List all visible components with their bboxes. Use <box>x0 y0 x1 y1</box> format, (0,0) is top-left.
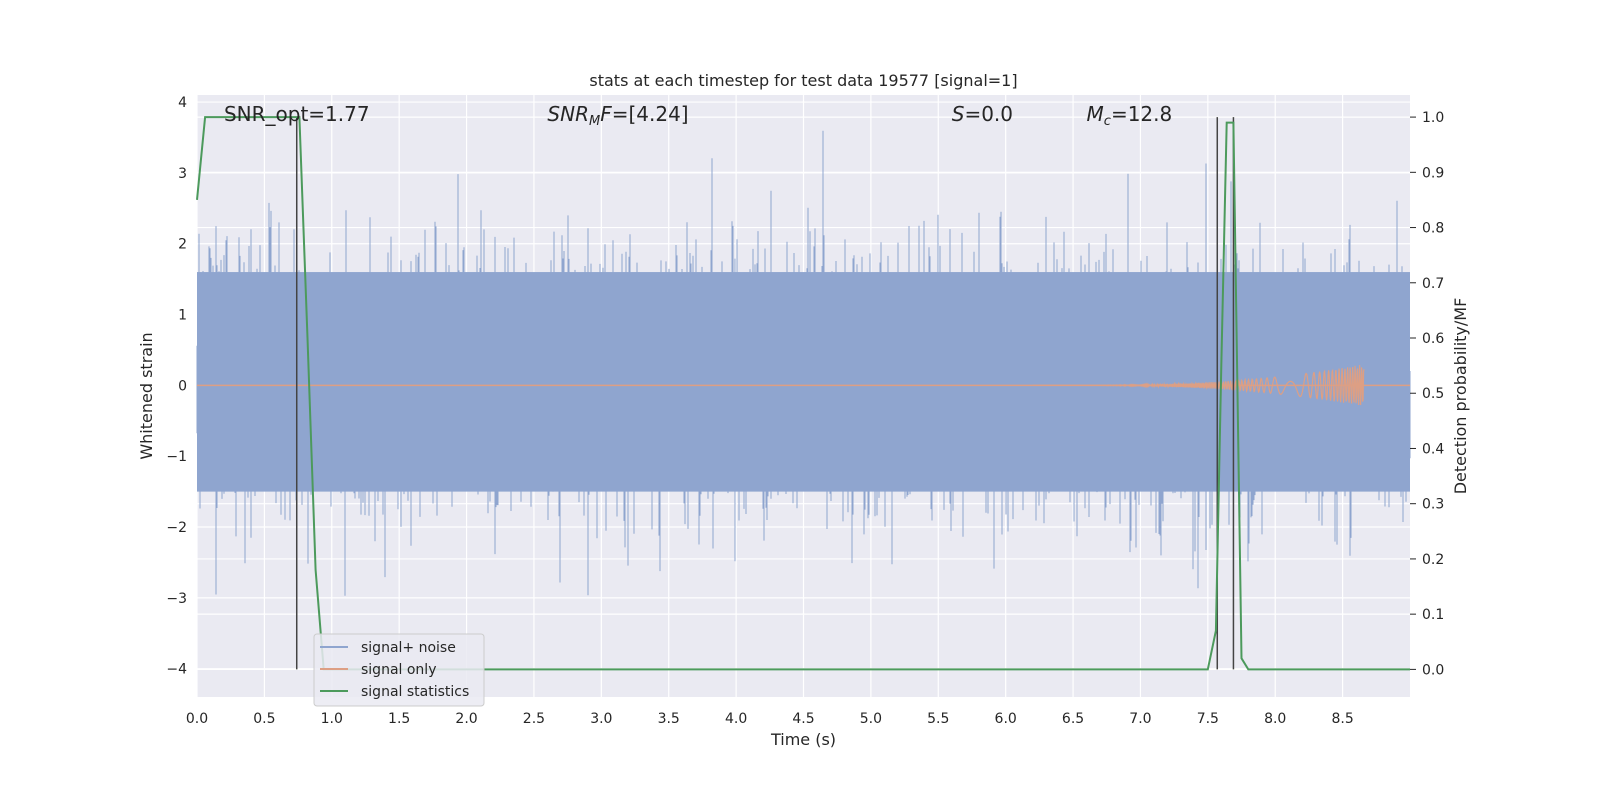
y-axis-left-ticks: 4 3 2 1 0 −1 −2 −3 −4 <box>166 95 187 678</box>
x-tick-label: 1.5 <box>388 711 410 727</box>
x-tick-label: 3.0 <box>590 711 612 727</box>
y-tick-label: −4 <box>166 662 187 678</box>
y-tick-label: 0 <box>178 378 187 394</box>
y2-tick-label: 0.7 <box>1422 276 1444 292</box>
y-axis-right-ticks: 1.0 0.9 0.8 0.7 0.6 0.5 0.4 0.3 0.2 0.1 0.0 <box>1410 110 1444 678</box>
annotation-text: SNR_opt=1.77 <box>224 102 370 126</box>
signal-chirp <box>1032 364 1365 406</box>
y2-tick-label: 0.9 <box>1422 165 1444 181</box>
x-tick-label: 7.5 <box>1197 711 1219 727</box>
signal-statistics-series <box>196 116 1410 671</box>
y-tick-label: −2 <box>166 520 187 536</box>
annotation-text: S=0.0 <box>952 102 1013 126</box>
noise-trace <box>196 130 1411 596</box>
y2-tick-label: 0.6 <box>1422 331 1444 347</box>
y-tick-label: −3 <box>166 591 187 607</box>
annotations: SNR_opt=1.77 SNRMF=[4.24] S=0.0 Mc=12.8 <box>224 102 1172 129</box>
x-tick-label: 5.5 <box>927 711 949 727</box>
y-tick-label: 4 <box>178 95 187 111</box>
annotation-text: SNRMF=[4.24] <box>547 102 688 129</box>
y2-tick-label: 0.1 <box>1422 607 1444 623</box>
y-tick-label: −1 <box>166 449 187 465</box>
x-tick-label: 7.0 <box>1129 711 1151 727</box>
x-tick-label: 6.5 <box>1062 711 1084 727</box>
legend-box <box>313 633 485 707</box>
x-tick-label: 3.5 <box>658 711 680 727</box>
legend: signal+ noise signal only signal statistic… <box>313 633 485 707</box>
x-axis-label: Time (s) <box>770 730 836 749</box>
x-tick-label: 5.0 <box>860 711 882 727</box>
x-axis-ticks: 0.0 0.5 1.0 1.5 2.0 2.5 3.0 3.5 4.0 4.5 5.0 5.5 6.0 6… <box>186 711 1354 727</box>
x-tick-label: 0.5 <box>253 711 275 727</box>
y2-tick-label: 0.4 <box>1422 441 1444 457</box>
chart-title: stats at each timestep for test data 195… <box>589 71 1017 90</box>
x-tick-label: 4.5 <box>792 711 814 727</box>
x-tick-label: 2.0 <box>455 711 477 727</box>
legend-entry: signal+ noise <box>361 640 456 656</box>
y-axis-label: Whitened strain <box>137 332 156 459</box>
y2-tick-label: 0.3 <box>1422 497 1444 513</box>
signal-statistics-line <box>196 116 1410 671</box>
legend-entry: signal statistics <box>361 684 469 700</box>
x-tick-label: 0.0 <box>186 711 208 727</box>
signal-plus-noise-series <box>196 130 1411 596</box>
x-tick-label: 8.0 <box>1264 711 1286 727</box>
y-tick-label: 1 <box>178 308 187 324</box>
y2-tick-label: 0.5 <box>1422 386 1444 402</box>
legend-entry: signal only <box>361 662 436 678</box>
x-tick-label: 8.5 <box>1331 711 1353 727</box>
y2-tick-label: 0.2 <box>1422 552 1444 568</box>
y2-axis-label: Detection probability/MF <box>1451 298 1470 495</box>
y-tick-label: 2 <box>178 237 187 253</box>
y-tick-label: 3 <box>178 166 187 182</box>
x-tick-label: 2.5 <box>523 711 545 727</box>
x-tick-label: 6.0 <box>995 711 1017 727</box>
x-tick-label: 4.0 <box>725 711 747 727</box>
y2-tick-label: 0.0 <box>1422 662 1444 678</box>
y2-tick-label: 1.0 <box>1422 110 1444 126</box>
signal-only-series <box>197 364 1410 406</box>
annotation-text: Mc=12.8 <box>1087 102 1173 129</box>
y2-tick-label: 0.8 <box>1422 221 1444 237</box>
x-tick-label: 1.0 <box>321 711 343 727</box>
